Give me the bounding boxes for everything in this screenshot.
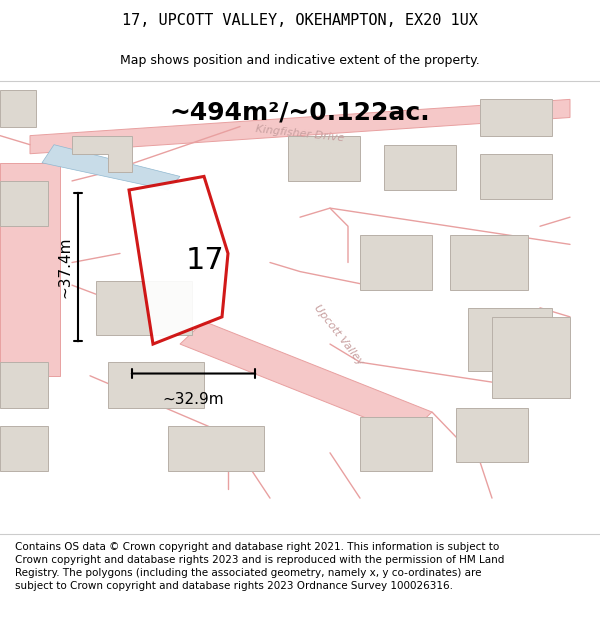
Polygon shape	[288, 136, 360, 181]
Polygon shape	[0, 90, 36, 126]
Polygon shape	[72, 136, 132, 172]
Polygon shape	[96, 281, 192, 335]
Text: ~32.9m: ~32.9m	[163, 392, 224, 407]
Text: Kingfisher Drive: Kingfisher Drive	[255, 124, 345, 143]
Polygon shape	[360, 235, 432, 290]
Polygon shape	[0, 426, 48, 471]
Text: ~494m²/~0.122ac.: ~494m²/~0.122ac.	[170, 101, 430, 125]
Polygon shape	[0, 362, 48, 408]
Polygon shape	[480, 99, 552, 136]
Polygon shape	[450, 235, 528, 290]
Text: 17, UPCOTT VALLEY, OKEHAMPTON, EX20 1UX: 17, UPCOTT VALLEY, OKEHAMPTON, EX20 1UX	[122, 12, 478, 28]
Polygon shape	[360, 416, 432, 471]
Polygon shape	[492, 317, 570, 399]
Polygon shape	[180, 321, 432, 435]
Polygon shape	[30, 99, 570, 154]
Polygon shape	[129, 176, 228, 344]
Polygon shape	[42, 144, 180, 190]
Text: Map shows position and indicative extent of the property.: Map shows position and indicative extent…	[120, 54, 480, 68]
Polygon shape	[480, 154, 552, 199]
Text: 17: 17	[186, 246, 224, 275]
Text: ~37.4m: ~37.4m	[58, 236, 73, 298]
Text: Contains OS data © Crown copyright and database right 2021. This information is : Contains OS data © Crown copyright and d…	[15, 542, 505, 591]
Polygon shape	[456, 408, 528, 462]
Polygon shape	[108, 362, 204, 408]
Polygon shape	[168, 426, 264, 471]
Text: Upcott Valley: Upcott Valley	[313, 303, 365, 367]
Polygon shape	[384, 144, 456, 190]
Polygon shape	[468, 308, 552, 371]
Polygon shape	[0, 181, 48, 226]
Polygon shape	[0, 162, 60, 376]
